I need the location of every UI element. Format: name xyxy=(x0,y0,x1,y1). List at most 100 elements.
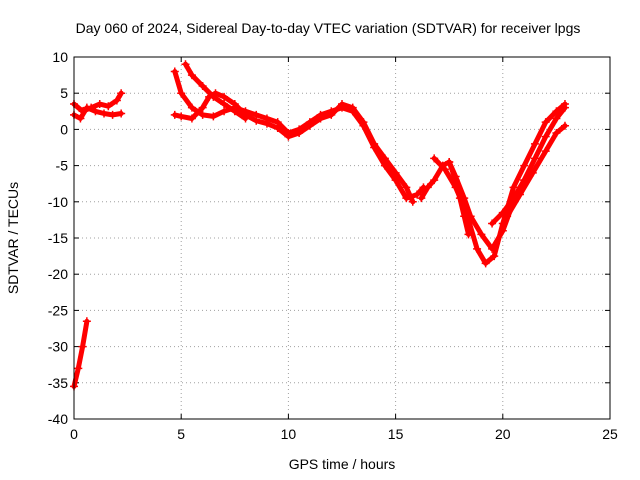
data-point xyxy=(520,161,529,170)
data-point xyxy=(430,176,439,185)
y-tick-label: -35 xyxy=(48,375,68,391)
data-point xyxy=(112,96,121,105)
data-point xyxy=(241,114,250,123)
data-point xyxy=(104,102,113,111)
data-point xyxy=(209,92,218,101)
data-point xyxy=(220,107,229,116)
data-point xyxy=(198,110,207,119)
data-point xyxy=(117,109,126,118)
data-point xyxy=(187,114,196,123)
data-point xyxy=(391,168,400,177)
data-point xyxy=(76,114,85,123)
data-point xyxy=(78,342,87,351)
y-tick-label: -15 xyxy=(48,230,68,246)
data-point xyxy=(402,183,411,192)
data-point xyxy=(380,154,389,163)
data-point xyxy=(455,194,464,203)
series-group xyxy=(70,60,569,391)
data-point xyxy=(220,92,229,101)
data-point xyxy=(370,139,379,148)
data-point xyxy=(117,89,126,98)
series-track-9 xyxy=(445,157,473,239)
y-tick-label: -30 xyxy=(48,339,68,355)
series-track-6 xyxy=(181,60,250,123)
data-point xyxy=(552,114,561,123)
data-point xyxy=(423,183,432,192)
data-point xyxy=(252,116,261,125)
series-track-3 xyxy=(70,317,91,391)
data-point xyxy=(417,194,426,203)
data-point xyxy=(95,100,104,109)
series-track-5 xyxy=(170,89,417,206)
data-point xyxy=(473,244,482,253)
data-point xyxy=(198,81,207,90)
x-tick-label: 15 xyxy=(388,426,404,442)
data-point xyxy=(181,60,190,69)
series-line xyxy=(172,90,416,205)
data-point xyxy=(408,197,417,206)
y-tick-label: -10 xyxy=(48,194,68,210)
data-point xyxy=(91,107,100,116)
series-track-8 xyxy=(430,100,569,268)
data-point xyxy=(560,121,569,130)
series-line xyxy=(71,318,90,389)
data-point xyxy=(198,103,207,112)
data-point xyxy=(82,317,91,326)
data-point xyxy=(187,71,196,80)
data-point xyxy=(359,118,368,127)
y-tick-label: 10 xyxy=(52,49,68,65)
y-tick-label: -40 xyxy=(48,411,68,427)
plot-frame xyxy=(73,56,611,420)
y-axis-label: SDTVAR / TECUs xyxy=(5,182,21,294)
x-axis-label: GPS time / hours xyxy=(289,456,396,472)
data-point xyxy=(209,112,218,121)
data-point xyxy=(316,114,325,123)
data-point xyxy=(541,118,550,127)
chart-title: Day 060 of 2024, Sidereal Day-to-day VTE… xyxy=(76,20,581,36)
ticks: 0 5 10 15 20 25 -40 -35 -30 -25 -20 -15 -10 -5 0 5 10 xyxy=(48,49,618,442)
data-point xyxy=(503,212,512,221)
series-line xyxy=(504,123,568,219)
data-point xyxy=(413,190,422,199)
data-point xyxy=(528,168,537,177)
data-point xyxy=(170,67,179,76)
data-point xyxy=(488,219,497,228)
data-point xyxy=(560,100,569,109)
data-point xyxy=(327,110,336,119)
x-tick-label: 5 xyxy=(177,426,185,442)
data-point xyxy=(498,208,507,217)
data-point xyxy=(530,154,539,163)
y-tick-label: -20 xyxy=(48,266,68,282)
data-point xyxy=(262,119,271,128)
y-tick-label: -25 xyxy=(48,302,68,318)
data-point xyxy=(338,100,346,109)
data-point xyxy=(490,252,499,261)
data-point xyxy=(82,103,91,112)
data-point xyxy=(552,107,561,116)
data-point xyxy=(460,212,469,221)
y-tick-label: -5 xyxy=(56,158,69,174)
data-point xyxy=(477,230,486,239)
data-point xyxy=(230,107,239,116)
data-point xyxy=(481,259,490,268)
data-point xyxy=(305,121,314,130)
grid xyxy=(74,57,610,419)
x-tick-label: 10 xyxy=(281,426,297,442)
data-point xyxy=(509,183,518,192)
data-point xyxy=(445,157,454,166)
data-point xyxy=(348,103,357,112)
data-point xyxy=(220,100,229,109)
data-point xyxy=(177,112,186,121)
data-point xyxy=(187,103,196,112)
data-point xyxy=(440,165,449,174)
data-point xyxy=(515,190,524,199)
data-point xyxy=(230,100,239,109)
data-point xyxy=(451,176,460,185)
data-point xyxy=(541,132,550,141)
series-line xyxy=(71,90,124,114)
data-point xyxy=(541,147,550,156)
series-line xyxy=(431,101,568,266)
data-point xyxy=(464,230,473,239)
data-point xyxy=(498,219,507,228)
data-point xyxy=(284,132,293,141)
